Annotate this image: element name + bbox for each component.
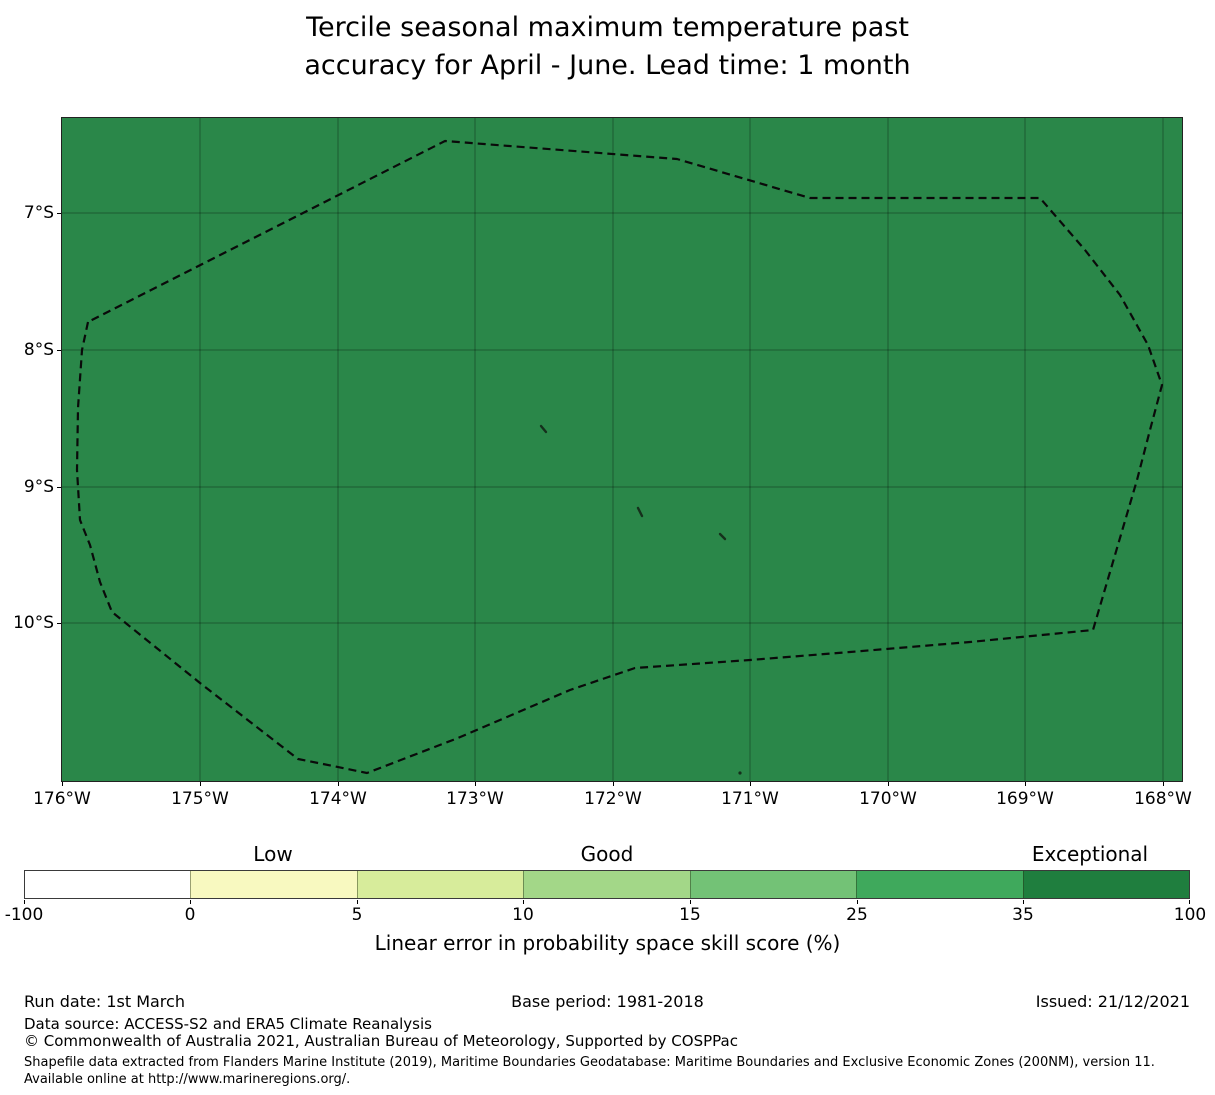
xtick-169w: 169°W <box>996 789 1054 809</box>
colorbar-segment-neg100-0 <box>25 871 191 898</box>
colorbar <box>24 870 1190 899</box>
island-marks <box>539 424 742 775</box>
map-border <box>61 117 1183 782</box>
atoll-mark-3 <box>718 532 727 541</box>
ytick-7s: 7°S <box>23 203 54 223</box>
cbar-tick-0: 0 <box>184 905 196 925</box>
xtickmark-173w <box>475 782 476 786</box>
cbar-tickmark-25 <box>857 900 858 904</box>
xtickmark-171w <box>750 782 751 786</box>
colorbar-category-low: Low <box>253 842 293 866</box>
ytickmark-8s <box>57 350 61 351</box>
cbar-tickmark-35 <box>1023 900 1024 904</box>
xtick-168w: 168°W <box>1134 789 1192 809</box>
eez-boundary-dashed <box>75 139 1164 775</box>
xtickmark-172w <box>613 782 614 786</box>
xtickmark-169w <box>1025 782 1026 786</box>
cbar-tick-neg100: -100 <box>4 905 44 925</box>
colorbar-segment-5-10 <box>356 871 524 898</box>
run-date: Run date: 1st March <box>24 992 185 1011</box>
xtickmark-174w <box>338 782 339 786</box>
colorbar-segment-10-15 <box>523 871 690 898</box>
title-line-2: accuracy for April - June. Lead time: 1 … <box>304 50 911 81</box>
xtick-176w: 176°W <box>33 789 91 809</box>
colorbar-axis-label: Linear error in probability space skill … <box>374 931 841 955</box>
issued-date: Issued: 21/12/2021 <box>1035 992 1190 1011</box>
xtick-172w: 172°W <box>584 789 642 809</box>
cbar-tickmark-100 <box>1189 900 1190 904</box>
ytick-10s: 10°S <box>13 613 54 633</box>
cbar-tickmark-0 <box>190 900 191 904</box>
xtickmark-175w <box>200 782 201 786</box>
cbar-tickmark-5 <box>357 900 358 904</box>
map-fill <box>61 117 1183 782</box>
cbar-tickmark-15 <box>690 900 691 904</box>
colorbar-category-exceptional: Exceptional <box>1031 842 1149 866</box>
xtickmark-168w <box>1163 782 1164 786</box>
copyright-note: © Commonwealth of Australia 2021, Austra… <box>24 1032 738 1050</box>
cbar-tick-25: 25 <box>846 905 868 925</box>
cbar-tickmark-neg100 <box>24 900 25 904</box>
cbar-tick-100: 100 <box>1173 905 1207 925</box>
ytickmark-7s <box>57 213 61 214</box>
ytick-8s: 8°S <box>23 340 54 360</box>
cbar-tick-10: 10 <box>512 905 534 925</box>
ytickmark-10s <box>57 623 61 624</box>
colorbar-segment-25-35 <box>856 871 1023 898</box>
island-mark-4 <box>738 771 742 775</box>
xtick-174w: 174°W <box>309 789 367 809</box>
base-period: Base period: 1981-2018 <box>511 992 704 1011</box>
cbar-tick-35: 35 <box>1012 905 1034 925</box>
colorbar-segment-15-25 <box>689 871 857 898</box>
xtickmark-176w <box>62 782 63 786</box>
atoll-mark-1 <box>539 424 548 434</box>
cbar-tickmark-10 <box>523 900 524 904</box>
data-source: Data source: ACCESS-S2 and ERA5 Climate … <box>24 1015 432 1033</box>
xtickmark-170w <box>888 782 889 786</box>
grid-lines <box>61 117 1183 782</box>
cbar-tick-5: 5 <box>351 905 363 925</box>
page-title: Tercile seasonal maximum temperature pas… <box>0 9 1215 85</box>
xtick-173w: 173°W <box>446 789 504 809</box>
xtick-175w: 175°W <box>171 789 229 809</box>
xtick-171w: 171°W <box>721 789 779 809</box>
colorbar-category-good: Good <box>580 842 634 866</box>
atoll-mark-2 <box>636 506 644 518</box>
ytick-9s: 9°S <box>23 477 54 497</box>
ytickmark-9s <box>57 487 61 488</box>
map-plot-area <box>61 117 1183 782</box>
colorbar-segment-0-5 <box>190 871 357 898</box>
shapefile-note: Shapefile data extracted from Flanders M… <box>24 1055 1155 1087</box>
title-line-1: Tercile seasonal maximum temperature pas… <box>306 12 909 43</box>
cbar-tick-15: 15 <box>679 905 701 925</box>
xtick-170w: 170°W <box>859 789 917 809</box>
map-svg <box>61 117 1183 782</box>
colorbar-segment-35-100 <box>1022 871 1189 898</box>
